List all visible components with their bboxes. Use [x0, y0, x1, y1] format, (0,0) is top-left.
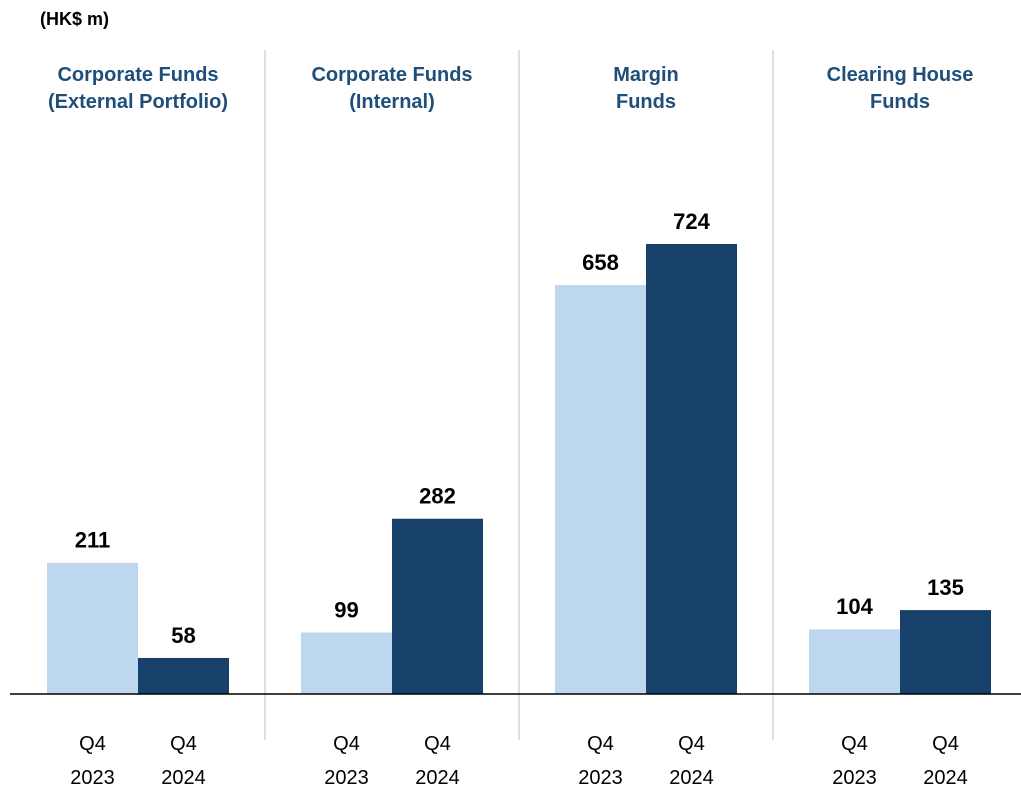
- group-title: Corporate Funds (External Portfolio): [48, 64, 228, 113]
- bar: [138, 657, 229, 694]
- value-label: 658: [582, 250, 619, 275]
- value-label: 104: [836, 594, 873, 619]
- bar: [809, 629, 900, 694]
- bar: [646, 244, 737, 694]
- x-tick-label: Q4 2024: [923, 733, 968, 789]
- bar: [900, 610, 991, 694]
- value-label: 211: [75, 528, 111, 553]
- x-tick-label: Q4 2023: [578, 733, 623, 789]
- unit-label: (HK$ m): [40, 9, 109, 29]
- x-tick-label: Q4 2024: [161, 733, 206, 789]
- x-tick-label: Q4 2023: [832, 733, 877, 789]
- x-tick-label: Q4 2023: [70, 733, 115, 789]
- value-label: 135: [927, 575, 964, 600]
- group-title: Margin Funds: [613, 64, 679, 113]
- bar: [392, 518, 483, 694]
- x-tick-label: Q4 2024: [415, 733, 460, 789]
- group-title: Corporate Funds (Internal): [311, 64, 472, 113]
- x-tick-label: Q4 2024: [669, 733, 714, 789]
- value-label: 282: [419, 484, 456, 509]
- bar: [555, 285, 646, 694]
- group-title: Clearing House Funds: [827, 64, 974, 113]
- value-label: 724: [673, 209, 710, 234]
- bar: [47, 562, 138, 694]
- value-label: 58: [171, 623, 195, 648]
- x-tick-label: Q4 2023: [324, 733, 369, 789]
- bar: [301, 632, 392, 694]
- value-label: 99: [334, 597, 358, 622]
